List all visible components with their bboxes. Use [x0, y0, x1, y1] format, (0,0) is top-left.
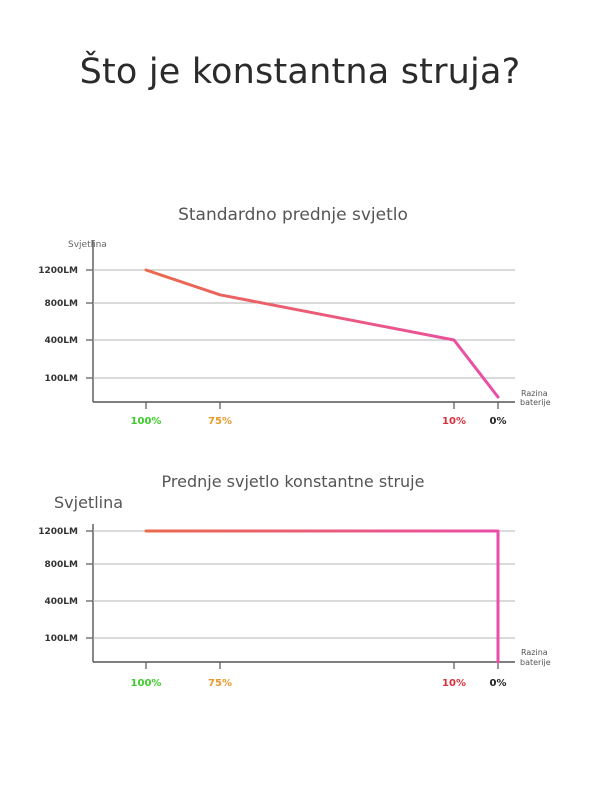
x-tick-label: 10%	[442, 678, 466, 689]
y-axis-label: Svjetlina	[68, 240, 107, 250]
chart-title: Prednje svjetlo konstantne struje	[162, 472, 425, 491]
x-tick-label: 100%	[131, 416, 162, 427]
x-tick-label: 0%	[490, 678, 507, 689]
series-line	[144, 268, 500, 399]
chart-standard-headlight: Standardno prednje svjetlo Svjetlina 1200L…	[38, 205, 551, 427]
y-tick-label: 800LM	[45, 299, 79, 309]
y-tick-label: 1200LM	[38, 266, 78, 276]
x-axis-label-line2: baterije	[520, 658, 551, 667]
y-tick-label: 100LM	[45, 634, 79, 644]
y-tick-label: 1200LM	[38, 527, 78, 537]
y-tick-label: 100LM	[45, 374, 79, 384]
x-axis-label-line2: baterije	[520, 398, 551, 407]
chart-constant-current-headlight: Prednje svjetlo konstantne struje Svjetli…	[38, 472, 551, 689]
y-axis-label: Svjetlina	[54, 493, 123, 512]
page-title: Što je konstantna struja?	[79, 52, 521, 92]
y-tick-label: 400LM	[45, 336, 79, 346]
x-axis-label-line1: Razina	[521, 389, 548, 398]
x-tick-label: 100%	[131, 678, 162, 689]
series-line	[144, 529, 500, 664]
chart-title: Standardno prednje svjetlo	[178, 205, 408, 225]
x-tick-label: 10%	[442, 416, 466, 427]
y-tick-label: 400LM	[45, 597, 79, 607]
x-axis-label-line1: Razina	[521, 648, 548, 657]
x-tick-label: 75%	[208, 678, 232, 689]
x-tick-label: 75%	[208, 416, 232, 427]
x-tick-label: 0%	[490, 416, 507, 427]
y-tick-label: 800LM	[45, 560, 79, 570]
